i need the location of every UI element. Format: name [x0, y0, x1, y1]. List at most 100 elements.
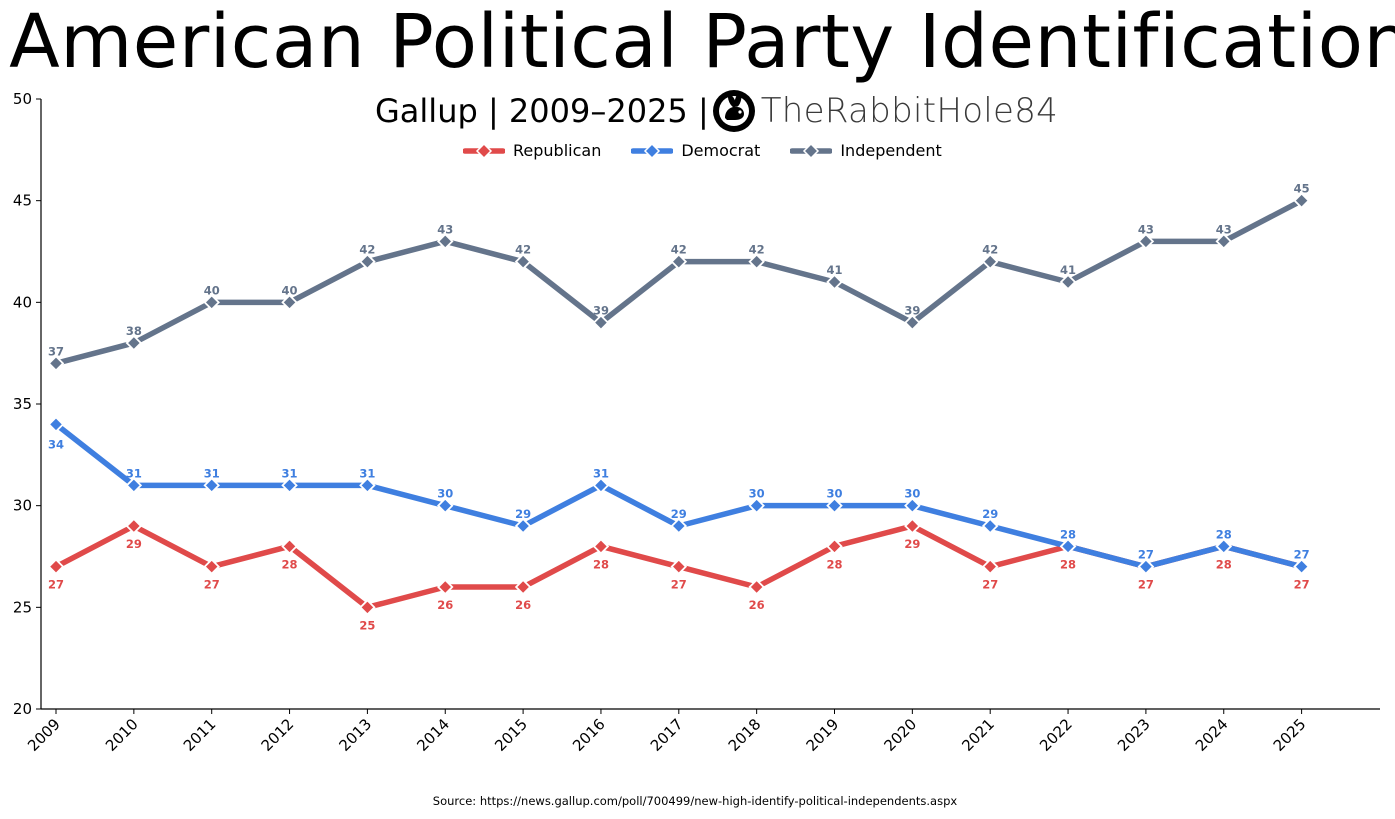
subtitle-row: Gallup | 2009–2025 | TheRabbitHole84: [375, 86, 1058, 136]
democrat-point: [203, 477, 220, 494]
democrat-data-label: 29: [515, 507, 531, 521]
democrat-data-label: 31: [126, 466, 142, 480]
independent-point: [904, 314, 921, 331]
democrat-point: [47, 416, 65, 433]
republican-data-label: 25: [359, 618, 375, 632]
legend-swatch-democrat: [631, 142, 674, 159]
x-tick-label: 2016: [569, 715, 609, 755]
independent-point: [1137, 233, 1155, 250]
republican-point: [47, 558, 65, 575]
democrat-data-label: 27: [1138, 548, 1154, 562]
independent-data-label: 39: [904, 304, 920, 318]
democrat-point: [1137, 558, 1155, 575]
legend-item-republican: Republican: [463, 141, 601, 160]
democrat-data-label: 29: [671, 507, 687, 521]
republican-point: [436, 578, 454, 596]
independent-data-label: 40: [282, 283, 298, 297]
x-tick-label: 2018: [725, 715, 765, 755]
republican-data-label: 27: [204, 578, 220, 592]
independent-point: [47, 355, 65, 372]
y-tick-label: 45: [13, 192, 32, 210]
independent-point: [592, 314, 610, 331]
democrat-data-label: 27: [1294, 548, 1310, 562]
independent-data-label: 43: [1216, 222, 1232, 236]
independent-point: [125, 334, 143, 352]
independent-data-label: 43: [437, 222, 453, 236]
x-tick-label: 2020: [880, 715, 920, 755]
x-tick-label: 2012: [258, 715, 298, 755]
x-tick-label: 2019: [803, 715, 843, 755]
republican-point: [125, 517, 143, 535]
republican-data-label: 28: [282, 557, 298, 571]
x-tick-label: 2023: [1114, 715, 1154, 755]
legend-item-independent: Independent: [790, 141, 942, 160]
independent-data-label: 42: [749, 243, 765, 257]
republican-point: [826, 538, 843, 555]
democrat-data-label: 31: [593, 466, 609, 480]
independent-point: [748, 253, 765, 270]
x-tick-label: 2010: [102, 715, 142, 755]
y-tick-label: 30: [13, 497, 32, 515]
legend-label: Independent: [840, 141, 942, 160]
republican-point: [904, 517, 921, 535]
rabbit-logo-icon: [712, 90, 755, 132]
x-tick-label: 2022: [1036, 715, 1076, 755]
legend-label: Democrat: [681, 141, 761, 160]
independent-data-label: 40: [204, 283, 220, 297]
republican-point: [981, 558, 999, 575]
legend-swatch-republican: [463, 142, 505, 159]
independent-point: [826, 273, 843, 291]
democrat-point: [904, 497, 921, 514]
democrat-point: [1293, 558, 1310, 575]
x-tick-label: 2021: [958, 715, 998, 755]
source-note: Source: https://news.gallup.com/poll/700…: [432, 794, 958, 808]
democrat-data-label: 31: [359, 466, 375, 480]
independent-point: [436, 233, 454, 250]
democrat-point: [281, 477, 298, 494]
independent-point: [1059, 273, 1077, 291]
y-tick-label: 20: [13, 700, 32, 718]
republican-data-label: 26: [515, 598, 531, 612]
republican-data-label: 26: [749, 598, 765, 612]
democrat-point: [359, 477, 376, 494]
democrat-data-label: 29: [982, 507, 998, 521]
independent-data-label: 37: [48, 344, 64, 358]
democrat-point: [592, 477, 610, 494]
independent-data-label: 39: [593, 304, 609, 318]
republican-point: [514, 578, 532, 596]
democrat-data-label: 28: [1216, 527, 1232, 541]
republican-point: [670, 558, 688, 575]
republican-data-label: 27: [982, 578, 998, 592]
independent-data-label: 42: [982, 243, 998, 257]
independent-data-label: 41: [826, 263, 842, 277]
chart-legend: Republican Democrat Independent: [463, 141, 972, 160]
democrat-point: [748, 497, 765, 514]
x-tick-label: 2025: [1270, 715, 1310, 755]
democrat-point: [1059, 538, 1077, 555]
democrat-data-label: 30: [826, 487, 842, 501]
x-tick-label: 2015: [491, 715, 531, 755]
independent-point: [670, 253, 688, 270]
independent-data-label: 43: [1138, 222, 1154, 236]
independent-point: [203, 294, 220, 311]
x-tick-label: 2017: [647, 715, 687, 755]
democrat-point: [1215, 538, 1233, 555]
republican-point: [748, 578, 765, 596]
independent-data-label: 41: [1060, 263, 1076, 277]
independent-point: [1293, 192, 1310, 209]
legend-swatch-independent: [790, 142, 833, 159]
independent-point: [981, 253, 999, 270]
republican-data-label: 29: [904, 537, 920, 551]
republican-data-label: 28: [593, 557, 609, 571]
independent-data-label: 42: [671, 243, 687, 257]
republican-data-label: 28: [1060, 557, 1076, 571]
y-tick-label: 40: [13, 293, 32, 311]
independent-line: [53, 197, 1305, 367]
republican-data-label: 27: [671, 578, 687, 592]
independent-data-label: 38: [126, 324, 142, 338]
democrat-point: [670, 517, 688, 535]
series-points: [47, 192, 1310, 616]
democrat-data-label: 30: [437, 487, 453, 501]
independent-data-label: 45: [1294, 182, 1310, 196]
